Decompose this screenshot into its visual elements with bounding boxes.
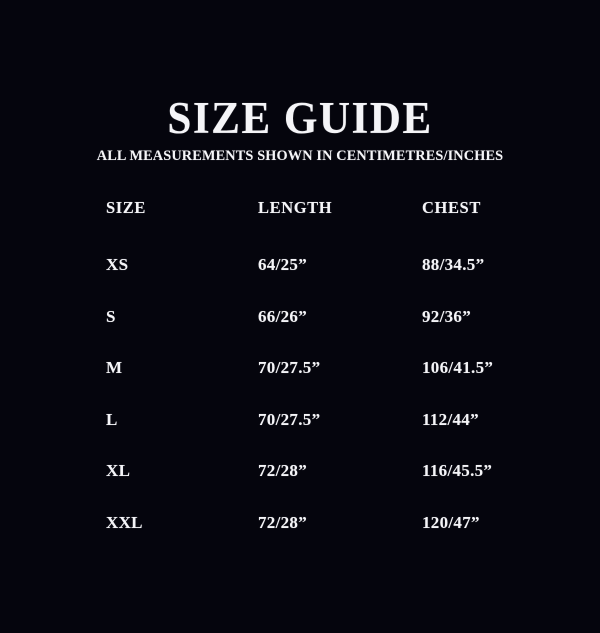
cell-chest: 106/41.5” bbox=[422, 358, 494, 378]
cell-length: 70/27.5” bbox=[258, 409, 321, 429]
cell-length: 72/28” bbox=[258, 461, 308, 481]
page-title: SIZE GUIDE bbox=[167, 93, 433, 143]
cell-length: 64/25” bbox=[258, 255, 308, 274]
cell-chest: 120/47” bbox=[422, 512, 480, 532]
cell-size: L bbox=[106, 409, 118, 429]
cell-chest: 112/44” bbox=[422, 409, 479, 429]
table-row: XS 64/25” 88/34.5” bbox=[106, 255, 526, 307]
measurement-units-note: ALL MEASUREMENTS SHOWN IN CENTIMETRES/IN… bbox=[96, 148, 504, 164]
cell-size: XXL bbox=[106, 512, 143, 532]
table-row: XXL 72/28” 120/47” bbox=[106, 513, 526, 565]
cell-length: 72/28” bbox=[258, 512, 308, 532]
cell-length: 66/26” bbox=[258, 306, 308, 326]
cell-length: 70/27.5” bbox=[258, 358, 321, 378]
column-header-size: SIZE bbox=[106, 198, 147, 217]
size-chart-table: SIZE LENGTH CHEST XS 64/25” 88/34.5” S 6… bbox=[106, 198, 526, 565]
page-header: SIZE GUIDE ALL MEASUREMENTS SHOWN IN CEN… bbox=[0, 94, 600, 166]
table-row: S 66/26” 92/36” bbox=[106, 307, 526, 359]
column-header-chest: CHEST bbox=[422, 198, 481, 217]
cell-chest: 88/34.5” bbox=[422, 255, 485, 274]
table-header-row: SIZE LENGTH CHEST bbox=[106, 198, 526, 255]
table-row: XL 72/28” 116/45.5” bbox=[106, 461, 526, 513]
cell-size: XS bbox=[106, 255, 129, 274]
cell-size: XL bbox=[106, 461, 131, 481]
table-row: M 70/27.5” 106/41.5” bbox=[106, 358, 526, 410]
table-row: L 70/27.5” 112/44” bbox=[106, 410, 526, 462]
column-header-length: LENGTH bbox=[258, 198, 333, 217]
cell-chest: 92/36” bbox=[422, 306, 472, 326]
cell-chest: 116/45.5” bbox=[422, 461, 493, 481]
cell-size: S bbox=[106, 306, 116, 326]
cell-size: M bbox=[106, 358, 123, 378]
